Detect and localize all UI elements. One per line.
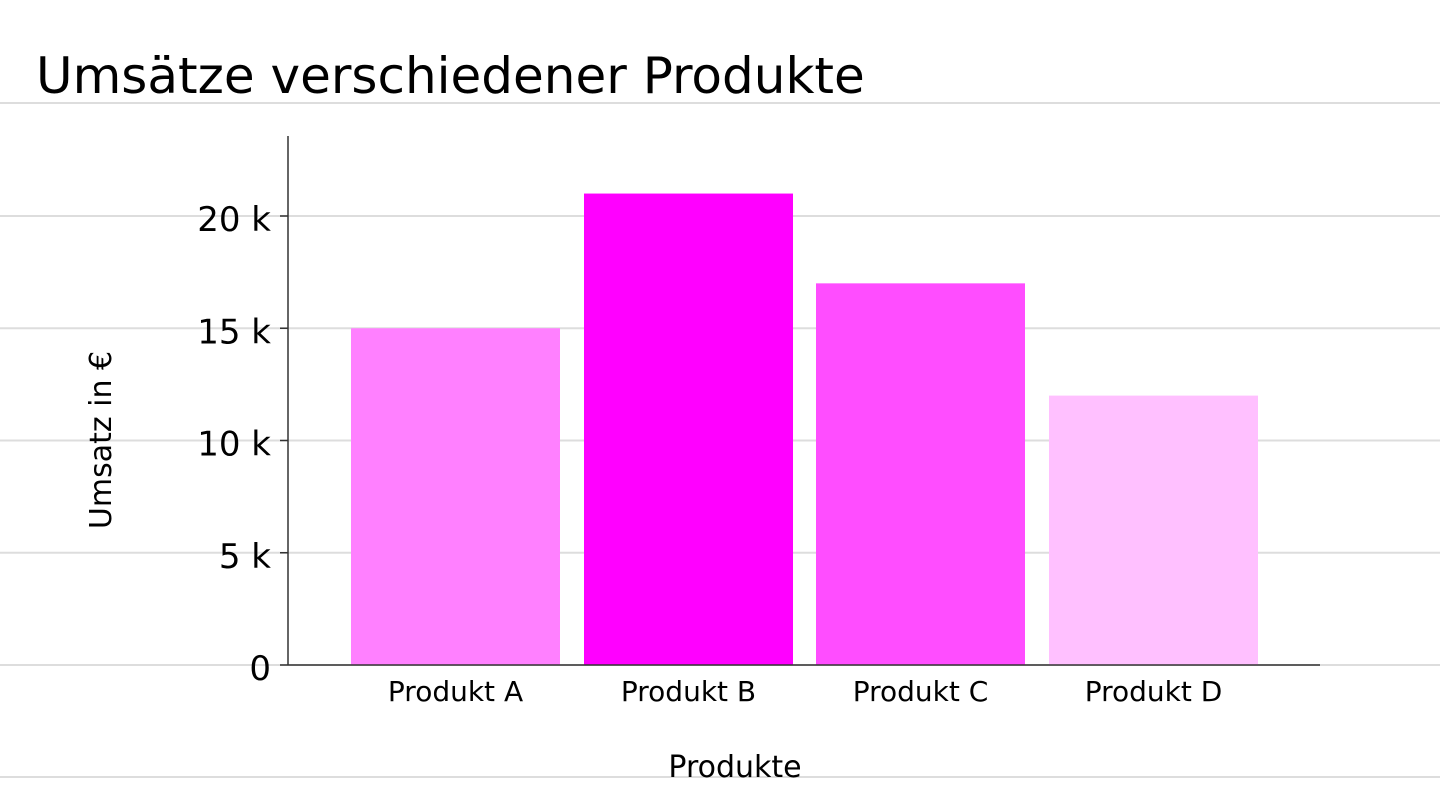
x-tick-label: Produkt A: [388, 675, 523, 708]
x-tick-label: Produkt C: [853, 675, 989, 708]
x-axis-label: Produkte: [668, 750, 801, 785]
bar-produkt-b: [584, 193, 793, 666]
x-tick-label: Produkt D: [1085, 675, 1223, 708]
bar-produkt-a: [351, 328, 560, 665]
y-tick-label: 15 k: [197, 312, 271, 352]
y-tick-labels: 0 5 k 10 k 15 k 20 k: [197, 200, 288, 689]
x-tick-labels: Produkt A Produkt B Produkt C Produkt D: [388, 675, 1222, 708]
y-tick-label: 20 k: [197, 200, 271, 240]
y-tick-label: 0: [249, 649, 271, 689]
bar-produkt-d: [1049, 395, 1258, 665]
chart-title: Umsätze verschiedener Produkte: [36, 47, 865, 105]
y-tick-label: 5 k: [219, 537, 271, 577]
x-tick-label: Produkt B: [621, 675, 756, 708]
y-tick-label: 10 k: [197, 425, 271, 465]
y-axis-label: Umsatz in €: [84, 351, 119, 529]
bar-produkt-c: [816, 283, 1025, 665]
axes-group: [287, 136, 1320, 666]
bars-group: [351, 193, 1258, 666]
